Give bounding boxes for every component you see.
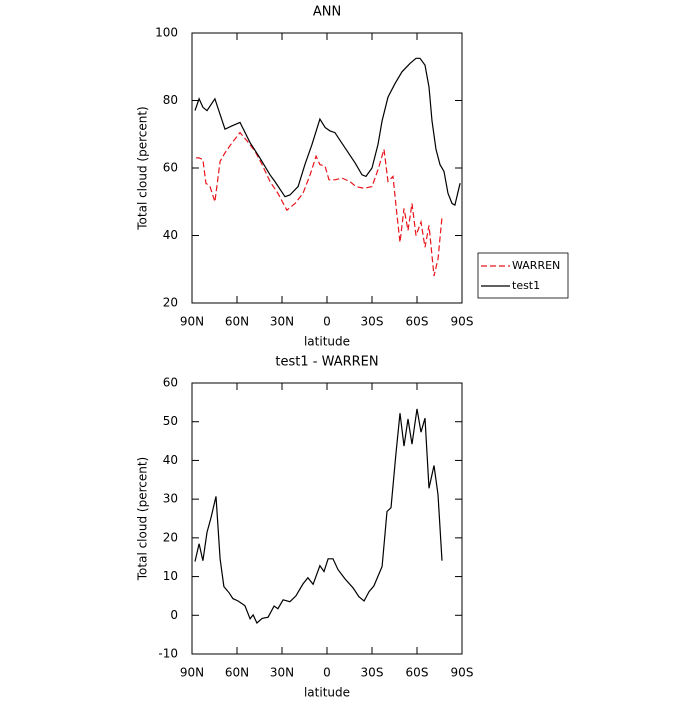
- x-tick-label: 60N: [225, 666, 249, 680]
- x-axis-label: latitude: [304, 335, 350, 349]
- x-tick-label: 30N: [270, 666, 294, 680]
- legend-label: test1: [512, 279, 540, 292]
- y-tick-label: 40: [163, 228, 178, 242]
- x-tick-label: 90S: [451, 666, 474, 680]
- data-line: [196, 131, 443, 277]
- chart-title: ANN: [313, 5, 341, 20]
- data-line: [194, 57, 461, 207]
- x-tick-label: 60S: [406, 666, 429, 680]
- x-tick-label: 60S: [406, 315, 429, 329]
- y-tick-label: -10: [158, 647, 178, 661]
- x-axis-label: latitude: [304, 686, 350, 700]
- x-tick-label: 0: [323, 666, 331, 680]
- y-tick-label: 20: [163, 530, 178, 544]
- y-tick-label: 60: [163, 161, 178, 175]
- chart-title: test1 - WARREN: [275, 355, 378, 370]
- x-tick-label: 90S: [451, 315, 474, 329]
- x-tick-label: 30S: [361, 666, 384, 680]
- x-tick-label: 30N: [270, 315, 294, 329]
- plot-frame: [191, 32, 463, 304]
- y-tick-label: 20: [163, 296, 178, 310]
- data-line: [194, 408, 443, 624]
- legend-box: [477, 252, 569, 299]
- y-tick-label: 60: [163, 376, 178, 390]
- y-tick-label: 0: [170, 608, 178, 622]
- x-tick-label: 30S: [361, 315, 384, 329]
- y-tick-label: 50: [163, 414, 178, 428]
- x-tick-label: 0: [323, 315, 331, 329]
- plot-frame: [191, 382, 463, 655]
- y-tick-label: 40: [163, 453, 178, 467]
- y-tick-label: 80: [163, 93, 178, 107]
- y-axis-label: Total cloud (percent): [136, 457, 150, 581]
- x-tick-label: 60N: [225, 315, 249, 329]
- x-tick-label: 90N: [180, 666, 204, 680]
- y-tick-label: 10: [163, 569, 178, 583]
- legend-label: WARREN: [512, 259, 560, 272]
- y-tick-label: 100: [155, 26, 178, 40]
- y-tick-label: 30: [163, 492, 178, 506]
- x-tick-label: 90N: [180, 315, 204, 329]
- y-axis-label: Total cloud (percent): [136, 106, 150, 230]
